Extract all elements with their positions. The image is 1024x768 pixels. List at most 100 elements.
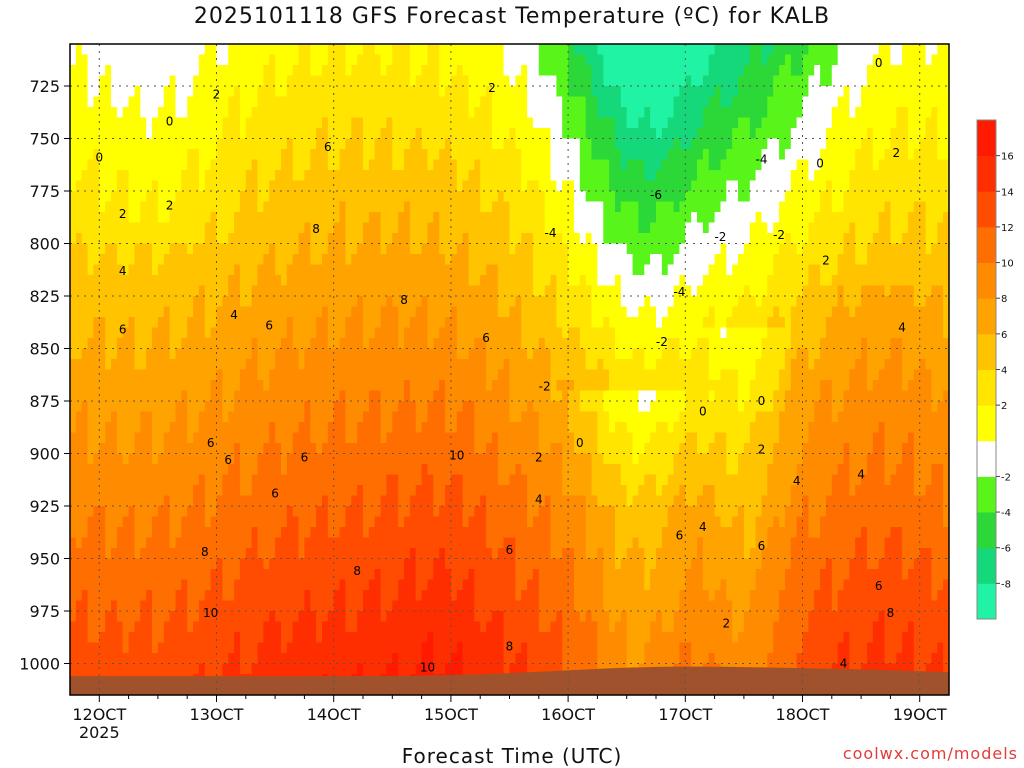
field-cell	[105, 453, 112, 465]
field-cell	[515, 233, 522, 245]
field-cell	[439, 54, 446, 66]
field-cell	[310, 96, 317, 108]
field-cell	[521, 212, 528, 224]
field-cell	[263, 317, 270, 329]
field-cell	[204, 233, 212, 245]
field-cell	[111, 600, 118, 612]
field-cell	[81, 422, 89, 434]
field-cell	[210, 75, 218, 87]
field-cell	[480, 75, 487, 87]
field-cell	[427, 537, 434, 549]
field-cell	[386, 611, 393, 623]
field-cell	[222, 149, 229, 161]
field-cell	[474, 96, 481, 108]
field-cell	[486, 506, 493, 518]
field-cell	[345, 443, 352, 455]
field-cell	[427, 96, 434, 108]
field-cell	[491, 348, 499, 360]
field-cell	[304, 663, 311, 675]
field-cell	[345, 222, 352, 234]
field-cell	[456, 653, 464, 665]
field-cell	[216, 54, 223, 66]
field-cell	[116, 590, 124, 602]
field-cell	[169, 653, 177, 665]
field-cell	[456, 128, 464, 140]
field-cell	[462, 558, 470, 570]
field-cell	[398, 117, 405, 129]
field-cell	[409, 159, 417, 171]
field-cell	[439, 233, 446, 245]
field-cell	[527, 548, 534, 560]
field-cell	[392, 86, 399, 98]
field-cell	[503, 653, 511, 665]
field-cell	[462, 516, 470, 528]
field-cell	[439, 663, 446, 675]
field-cell	[70, 348, 77, 360]
field-cell	[193, 548, 200, 560]
field-cell	[322, 411, 329, 423]
field-cell	[175, 453, 182, 465]
field-cell	[175, 264, 182, 276]
field-cell	[404, 264, 411, 276]
field-cell	[75, 170, 83, 182]
field-cell	[75, 44, 83, 56]
field-cell	[363, 548, 370, 560]
field-cell	[427, 642, 434, 654]
field-cell	[152, 65, 159, 77]
field-cell	[70, 516, 77, 528]
field-cell	[310, 390, 317, 402]
field-cell	[357, 96, 364, 108]
field-cell	[163, 411, 171, 423]
field-cell	[216, 632, 223, 644]
field-cell	[427, 632, 434, 644]
field-cell	[538, 233, 546, 245]
field-cell	[351, 201, 358, 213]
field-cell	[204, 159, 212, 171]
field-cell	[515, 338, 522, 350]
field-cell	[345, 264, 352, 276]
field-cell	[357, 75, 364, 87]
field-cell	[286, 191, 294, 203]
field-cell	[298, 338, 305, 350]
field-cell	[322, 632, 329, 644]
field-cell	[427, 495, 434, 507]
field-cell	[351, 254, 358, 266]
field-cell	[456, 243, 464, 255]
field-cell	[152, 443, 159, 455]
field-cell	[187, 401, 194, 413]
field-cell	[175, 390, 182, 402]
field-cell	[198, 516, 206, 528]
field-cell	[216, 590, 223, 602]
field-cell	[380, 579, 388, 591]
field-cell	[368, 579, 376, 591]
field-cell	[239, 506, 247, 518]
field-cell	[169, 621, 177, 633]
field-cell	[157, 485, 165, 497]
field-cell	[538, 86, 546, 98]
field-cell	[152, 243, 159, 255]
field-cell	[345, 191, 352, 203]
field-cell	[316, 128, 323, 140]
field-cell	[239, 75, 247, 87]
field-cell	[497, 485, 505, 497]
field-cell	[450, 243, 458, 255]
field-cell	[474, 243, 481, 255]
field-cell	[409, 401, 417, 413]
field-cell	[187, 191, 194, 203]
field-cell	[152, 390, 159, 402]
field-cell	[398, 86, 405, 98]
field-cell	[450, 348, 458, 360]
field-cell	[509, 548, 516, 560]
field-cell	[345, 180, 352, 192]
field-cell	[398, 579, 405, 591]
field-cell	[239, 390, 247, 402]
field-cell	[398, 464, 405, 476]
field-cell	[527, 621, 534, 633]
field-cell	[286, 44, 294, 56]
field-cell	[210, 275, 218, 287]
field-cell	[509, 107, 516, 119]
field-cell	[515, 180, 522, 192]
field-cell	[374, 411, 382, 423]
field-cell	[269, 275, 276, 287]
field-cell	[187, 201, 194, 213]
